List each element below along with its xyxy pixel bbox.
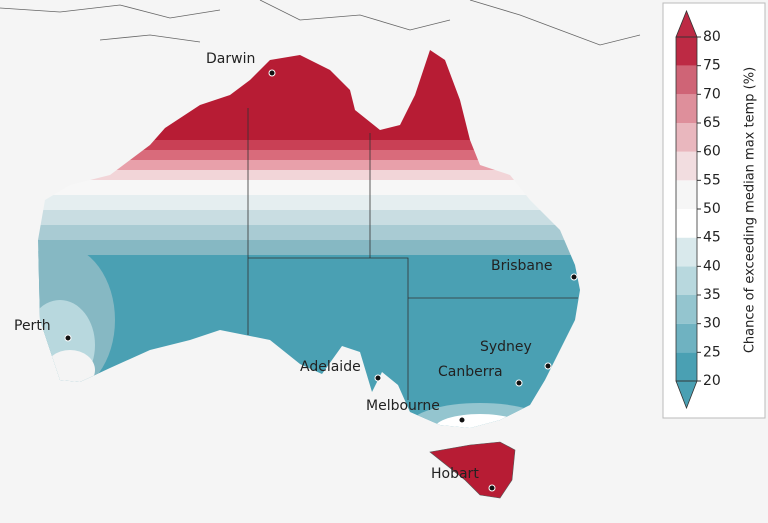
city-dot [64, 334, 72, 342]
colorbar-band [676, 65, 697, 95]
colorbar-tick-label: 25 [703, 344, 721, 360]
city-label: Adelaide [300, 359, 361, 375]
city-dot [458, 416, 466, 424]
city-dot [488, 484, 496, 492]
colorbar-band [676, 323, 697, 353]
colorbar-band [676, 180, 697, 209]
colorbar-tick-label: 20 [703, 373, 721, 389]
colorbar-band [676, 295, 697, 324]
colorbar-band [676, 237, 697, 267]
city-dot [544, 362, 552, 370]
colorbar-band [676, 37, 697, 66]
colorbar-tick-label: 45 [703, 230, 721, 246]
colorbar-tick-label: 75 [703, 58, 721, 74]
city-label: Melbourne [366, 398, 440, 414]
city-label: Sydney [480, 339, 532, 355]
colorbar-tick-label: 35 [703, 287, 721, 303]
colorbar-tick-label: 50 [703, 201, 721, 217]
city-label: Hobart [431, 466, 479, 482]
city-dot [515, 379, 523, 387]
colorbar-tick-label: 40 [703, 258, 721, 274]
colorbar-band [676, 352, 697, 381]
colorbar-label: Chance of exceeding median max temp (%) [743, 67, 758, 353]
contour-fill [38, 50, 580, 428]
city-layer: Darwin Perth Adelaide Brisbane Sydney Canberr… [14, 51, 578, 492]
city-dot [570, 273, 578, 281]
colorbar-tick-label: 55 [703, 172, 721, 188]
colorbar-tick-label: 30 [703, 316, 721, 332]
colorbar-band [676, 151, 697, 181]
colorbar-band [676, 94, 697, 123]
state-border [247, 108, 578, 400]
city-label: Canberra [438, 364, 503, 380]
city-dot [268, 69, 276, 77]
tasmania [429, 441, 516, 499]
colorbar-band [676, 123, 697, 152]
colorbar-tick-label: 60 [703, 144, 721, 160]
colorbar-band [676, 266, 697, 295]
colorbar-band [676, 209, 697, 238]
city-label: Perth [14, 318, 51, 334]
city-dot [374, 374, 382, 382]
city-label: Brisbane [491, 258, 553, 274]
city-label: Darwin [206, 51, 255, 67]
colorbar-tick-label: 80 [703, 29, 721, 45]
colorbar-tick-label: 70 [703, 86, 721, 102]
neighbour-coast [0, 0, 641, 46]
colorbar: 20 25 30 35 40 45 50 55 60 65 70 75 80 Chance of exce… [662, 2, 766, 419]
colorbar-tick-label: 65 [703, 115, 721, 131]
